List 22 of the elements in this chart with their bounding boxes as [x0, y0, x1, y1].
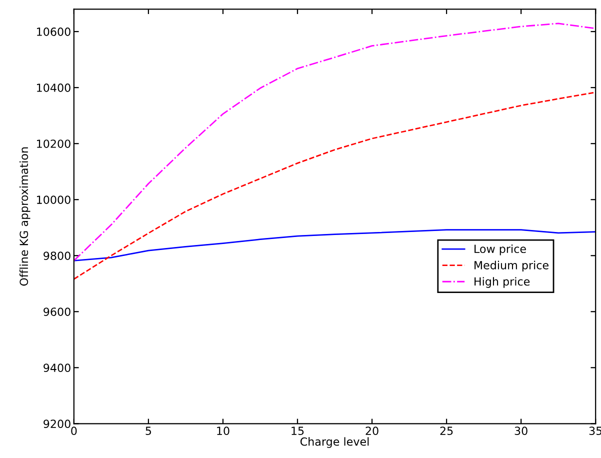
y-tick-label: 10600 [37, 28, 70, 36]
legend-label: Medium price [474, 260, 548, 272]
x-tick-label: 30 [514, 426, 528, 436]
x-tick-label: 25 [440, 426, 453, 436]
x-tick-label: 0 [71, 426, 77, 436]
legend-label: Low price [474, 244, 526, 256]
x-tick-label: 5 [146, 426, 152, 436]
y-tick-label: 9800 [44, 252, 70, 260]
legend-label: High price [474, 277, 530, 288]
y-axis-title: Offline KG approximation [19, 147, 30, 286]
y-tick-label: 9600 [44, 308, 70, 316]
y-tick-label: 10400 [37, 84, 70, 92]
x-axis-title: Charge level [300, 437, 369, 448]
y-tick-label: 9400 [44, 364, 70, 372]
x-tick-label: 20 [366, 426, 378, 436]
line-series [74, 22, 596, 262]
line-series [74, 229, 596, 262]
y-tick-label: 10200 [37, 140, 70, 148]
y-tick-label: 10000 [37, 196, 70, 204]
x-tick-label: 10 [217, 426, 230, 436]
y-tick-label: 9200 [44, 420, 70, 428]
x-tick-label: 15 [292, 426, 304, 436]
